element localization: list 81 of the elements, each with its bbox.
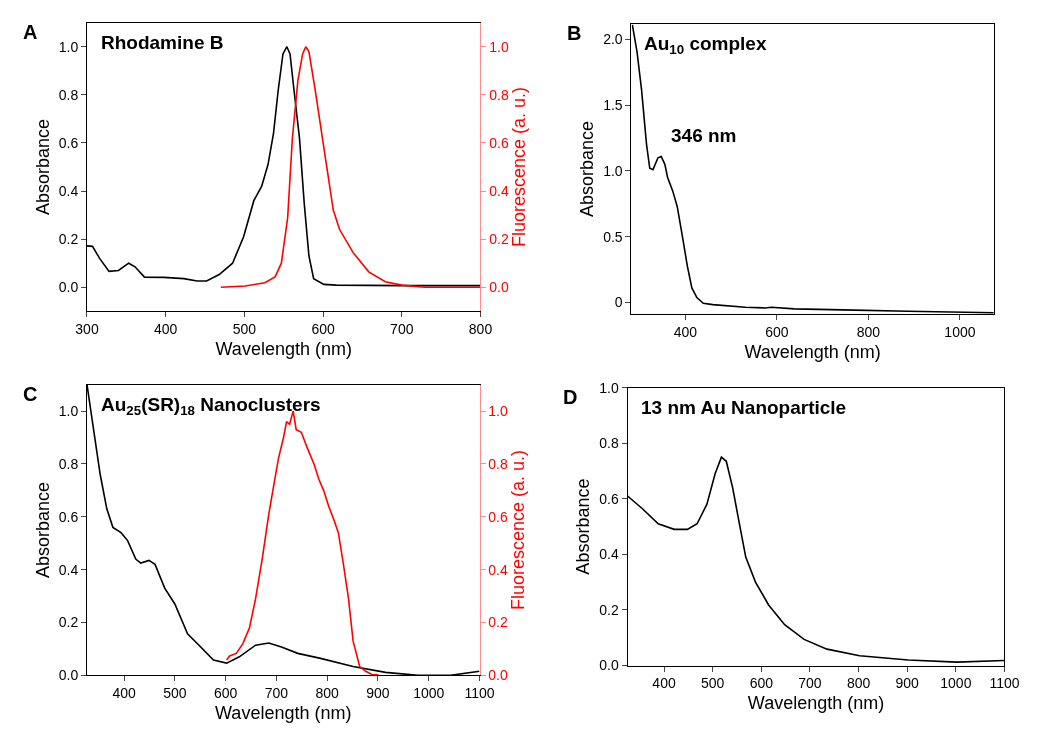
- y-tick-label: 0.8: [58, 86, 79, 103]
- y-tick-label: 0.2: [58, 231, 79, 248]
- x-tick-label: 500: [163, 685, 187, 702]
- x-tick-label: 300: [75, 321, 99, 338]
- y2-tick-label: 0.0: [489, 279, 509, 296]
- x-tick-label: 800: [846, 675, 871, 692]
- y-tick-label: 1.0: [58, 38, 79, 55]
- y-axis-title: Absorbance: [573, 478, 594, 575]
- y-tick-label: 0.4: [58, 561, 79, 578]
- y2-tick-label: 0.4: [489, 182, 509, 199]
- y-tick-label: 0.5: [603, 228, 623, 245]
- y-tick-label: 0.4: [58, 182, 79, 199]
- y2-tick-label: 0.2: [488, 614, 508, 631]
- y2-tick-label: 1.0: [489, 38, 509, 55]
- annotation: 346 nm: [671, 125, 737, 146]
- x-tick-label: 700: [798, 675, 822, 692]
- x-tick-label: 400: [154, 321, 178, 338]
- y-tick-label: 0.8: [599, 435, 619, 452]
- x-tick-label: 600: [311, 321, 335, 338]
- y-tick-label: 0.8: [58, 455, 79, 472]
- y2-tick-label: 0.4: [488, 561, 508, 578]
- x-tick-label: 1000: [940, 675, 972, 692]
- y-tick-label: 0: [614, 294, 623, 311]
- y-tick-label: 0.0: [599, 657, 619, 674]
- x-tick-label: 600: [213, 685, 238, 702]
- text: A: [23, 21, 38, 43]
- x-tick-label: 700: [390, 321, 414, 338]
- y-tick-label: 2.0: [603, 31, 623, 48]
- x-tick-label: 500: [232, 321, 257, 338]
- y2-axis-title: Fluorescence (a. u.): [508, 449, 529, 611]
- text: 13 nm Au Nanoparticle: [641, 397, 847, 418]
- x-tick-label: 900: [366, 685, 390, 702]
- x-tick-label: 800: [315, 685, 340, 702]
- y-tick-label: 0.0: [58, 279, 79, 296]
- y2-tick-label: 0.2: [489, 231, 509, 248]
- y-tick-label: 1.5: [603, 97, 623, 114]
- x-axis-title: Wavelength (nm): [215, 703, 352, 724]
- y-axis-title: Absorbance: [32, 118, 53, 216]
- y2-axis-title: Fluorescence (a. u.): [509, 86, 530, 248]
- x-axis-title: Wavelength (nm): [215, 339, 352, 360]
- x-tick-label: 1000: [944, 324, 976, 341]
- text: D: [563, 386, 578, 408]
- y-tick-label: 1.0: [58, 403, 79, 420]
- x-tick-label: 500: [700, 675, 725, 692]
- y-tick-label: 0.2: [599, 601, 619, 618]
- y-axis-title: Absorbance: [577, 120, 598, 217]
- y2-tick-label: 0.8: [488, 455, 508, 472]
- y-tick-label: 0.0: [58, 667, 79, 684]
- x-tick-label: 600: [765, 324, 789, 341]
- y2-tick-label: 0.6: [488, 508, 508, 525]
- y2-tick-label: 0.6: [489, 134, 509, 151]
- x-tick-label: 600: [749, 675, 774, 692]
- text: Rhodamine B: [101, 32, 224, 53]
- x-axis-title: Wavelength (nm): [744, 342, 881, 363]
- text: Au$_{25}$(SR)$_{18}$ Nanoclusters: [101, 394, 321, 418]
- y-tick-label: 1.0: [599, 379, 619, 396]
- x-tick-label: 800: [468, 321, 493, 338]
- y-tick-label: 0.6: [58, 508, 79, 525]
- y2-tick-label: 1.0: [488, 403, 508, 420]
- x-tick-label: 400: [112, 685, 136, 702]
- x-axis-title: Wavelength (nm): [747, 693, 885, 714]
- x-tick-label: 1000: [413, 685, 445, 702]
- x-tick-label: 1100: [464, 685, 495, 702]
- text: Au$_{10}$ complex: [644, 33, 767, 57]
- y-tick-label: 0.4: [599, 546, 619, 563]
- y2-tick-label: 0.0: [488, 667, 508, 684]
- y-tick-label: 0.6: [58, 134, 79, 151]
- x-tick-label: 700: [264, 685, 289, 702]
- x-tick-label: 400: [673, 324, 698, 341]
- text: B: [567, 22, 582, 44]
- line-series: [225, 410, 380, 676]
- y-axis-title: Absorbance: [32, 481, 53, 579]
- x-tick-label: 900: [895, 675, 920, 692]
- x-tick-label: 400: [652, 675, 676, 692]
- x-tick-label: 1100: [989, 675, 1020, 692]
- y-tick-label: 0.6: [599, 490, 619, 507]
- x-tick-label: 800: [856, 324, 881, 341]
- y-tick-label: 0.2: [58, 614, 79, 631]
- y-tick-label: 1.0: [603, 162, 623, 179]
- y2-tick-label: 0.8: [489, 86, 509, 103]
- text: C: [23, 383, 38, 405]
